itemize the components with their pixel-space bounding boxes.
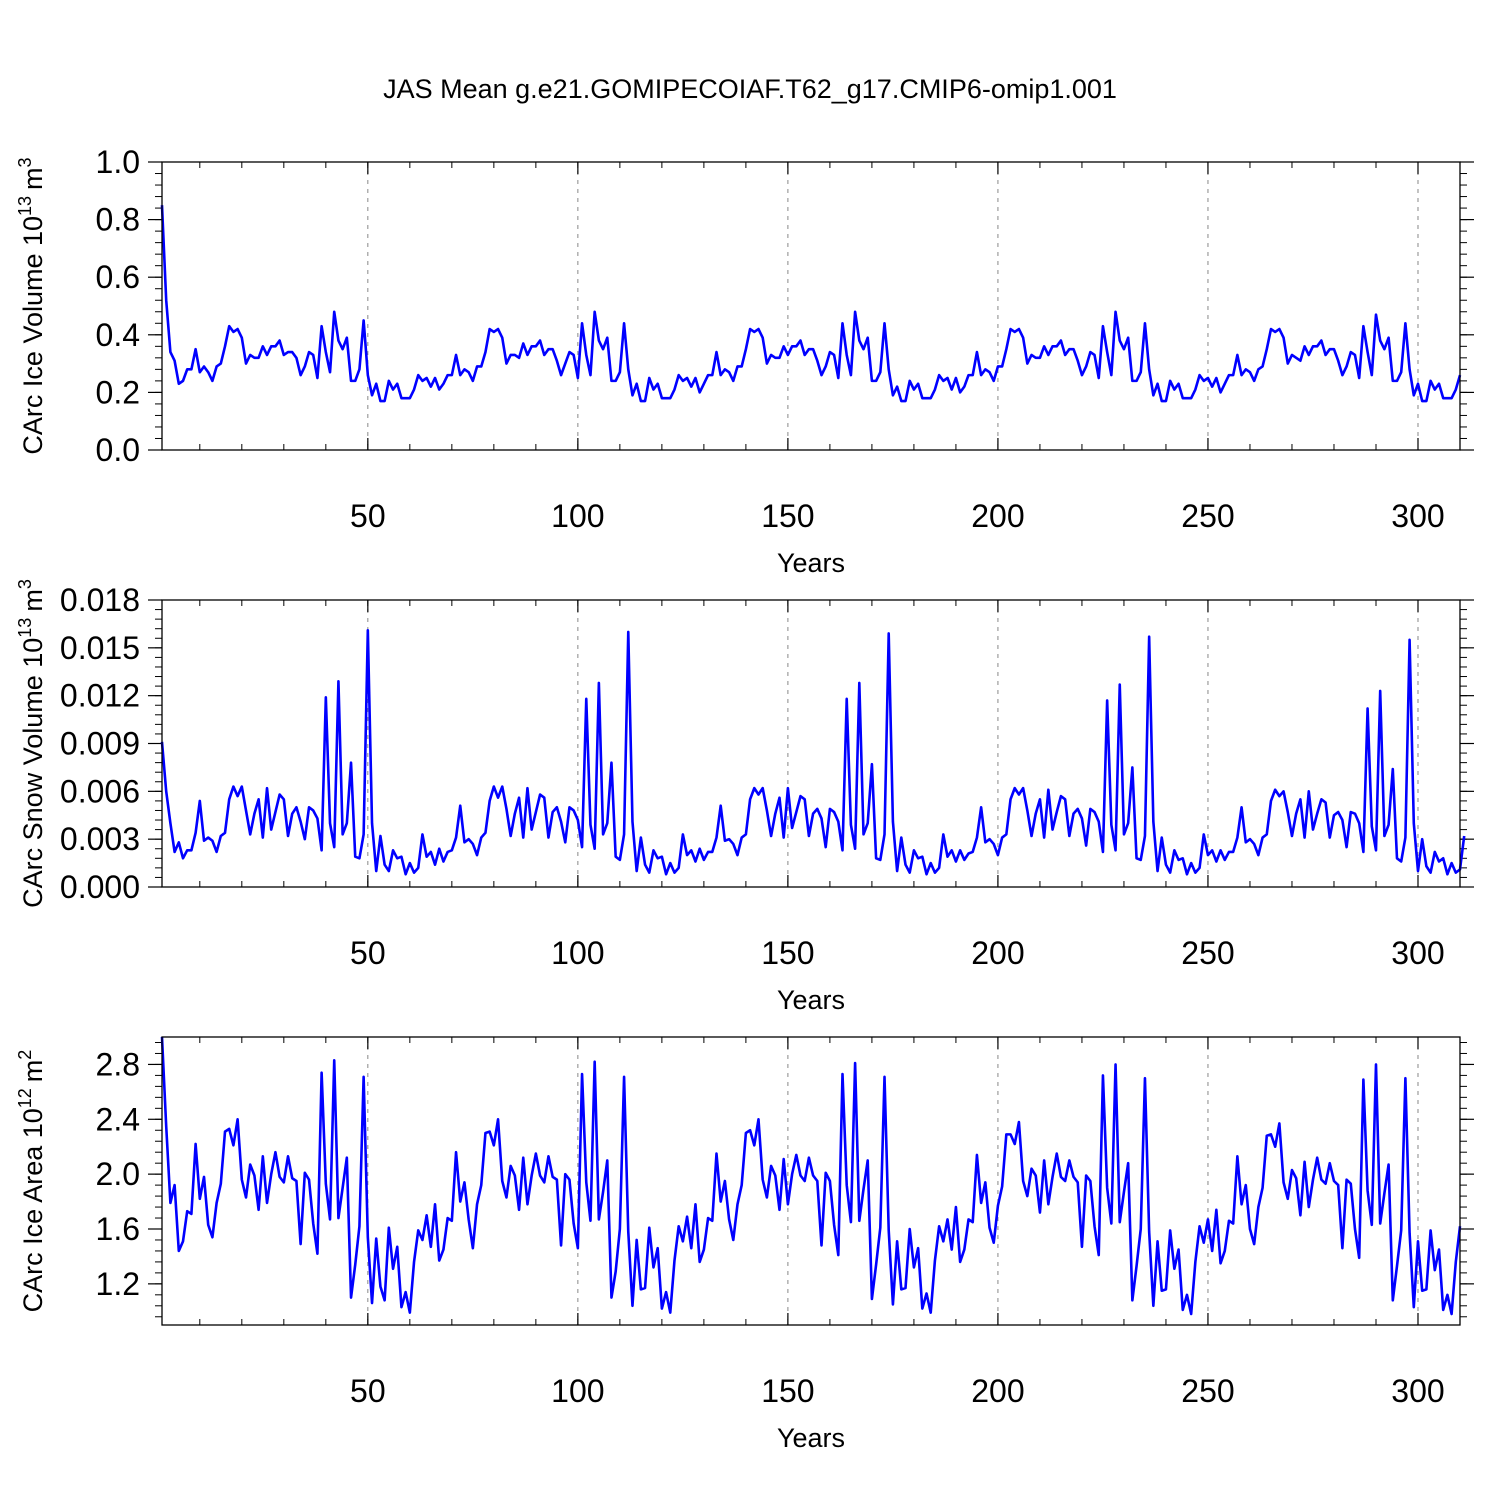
y-tick-label: 1.6 (96, 1211, 140, 1247)
x-tick-label: 150 (761, 498, 814, 534)
y-axis-label-text: CArc Ice Volume 10 (18, 216, 48, 455)
y-tick-label: 0.015 (60, 630, 140, 666)
x-tick-label: 300 (1391, 1373, 1444, 1409)
y-axis-label-unit: m (18, 167, 48, 190)
y-tick-label: 0.6 (96, 259, 140, 295)
y-axis-label-exponent: 13 (15, 618, 35, 638)
y-axis-label-unit: m (18, 1060, 48, 1083)
y-tick-label: 2.8 (96, 1046, 140, 1082)
series-line-ice-volume (160, 205, 1462, 403)
y-tick-label: 0.8 (96, 202, 140, 238)
x-tick-label: 100 (551, 498, 604, 534)
y-tick-label: 0.006 (60, 773, 140, 809)
y-axis-label-exponent: 12 (15, 1088, 35, 1108)
y-axis-label-text: CArc Snow Volume 10 (18, 638, 48, 908)
figure-title: JAS Mean g.e21.GOMIPECOIAF.T62_g17.CMIP6… (383, 74, 1117, 104)
y-axis-label-unit-exponent: 2 (15, 1050, 35, 1060)
series-line-snow-volume (160, 628, 1466, 876)
y-tick-label: 0.003 (60, 821, 140, 857)
x-tick-label: 150 (761, 935, 814, 971)
x-axis-label: Years (777, 1423, 845, 1453)
y-tick-label: 1.0 (96, 144, 140, 180)
y-tick-label: 0.012 (60, 678, 140, 714)
x-tick-label: 50 (350, 498, 386, 534)
y-axis-label-unit-exponent: 3 (15, 579, 35, 589)
y-tick-label: 0.0 (96, 432, 140, 468)
x-tick-label: 300 (1391, 935, 1444, 971)
x-axis-label: Years (777, 985, 845, 1015)
x-tick-label: 50 (350, 935, 386, 971)
plot-frame (161, 1036, 1461, 1326)
y-axis-label: CArc Ice Volume 1013 m3 (15, 157, 48, 454)
x-tick-label: 250 (1181, 498, 1234, 534)
panel-snow-volume: 50 100 150 200 250 300 0.000 0.003 0.006 0.009 0.0… (15, 579, 1474, 1015)
x-tick-label: 250 (1181, 935, 1234, 971)
x-tick-label: 200 (971, 1373, 1024, 1409)
x-tick-label: 50 (350, 1373, 386, 1409)
x-tick-label: 100 (551, 935, 604, 971)
y-axis-label-exponent: 13 (15, 196, 35, 216)
series-line-ice-area (160, 1036, 1462, 1316)
y-tick-label: 0.000 (60, 869, 140, 905)
plot-frame (161, 161, 1461, 451)
x-tick-label: 250 (1181, 1373, 1234, 1409)
y-axis-label: CArc Ice Area 1012 m2 (15, 1050, 48, 1313)
panel-ice-area: 50 100 150 200 250 300 1.2 1.6 2.0 2.4 2.8 Years CAr… (15, 1036, 1474, 1453)
x-tick-label: 150 (761, 1373, 814, 1409)
y-tick-label: 0.009 (60, 726, 140, 762)
x-tick-label: 200 (971, 935, 1024, 971)
x-tick-label: 100 (551, 1373, 604, 1409)
y-tick-label: 2.4 (96, 1101, 140, 1137)
y-tick-label: 0.2 (96, 374, 140, 410)
y-axis-label-unit-exponent: 3 (15, 157, 35, 167)
panel-ice-volume: 50 100 150 200 250 300 0.0 0.2 0.4 0.6 0.8 1.0 Years… (15, 144, 1474, 578)
y-axis-label-unit: m (18, 589, 48, 612)
y-tick-label: 0.4 (96, 317, 140, 353)
y-axis-label: CArc Snow Volume 1013 m3 (15, 579, 48, 908)
panels: 50 100 150 200 250 3000.00.20.40.60.81.0Years… (15, 144, 1474, 1453)
y-axis-label-text: CArc Ice Area 10 (18, 1108, 48, 1312)
x-tick-label: 300 (1391, 498, 1444, 534)
y-tick-label: 1.2 (96, 1266, 140, 1302)
x-axis-label: Years (777, 548, 845, 578)
y-tick-label: 2.0 (96, 1156, 140, 1192)
x-tick-label: 200 (971, 498, 1024, 534)
plot-frame (161, 599, 1461, 888)
y-tick-label: 0.018 (60, 582, 140, 618)
